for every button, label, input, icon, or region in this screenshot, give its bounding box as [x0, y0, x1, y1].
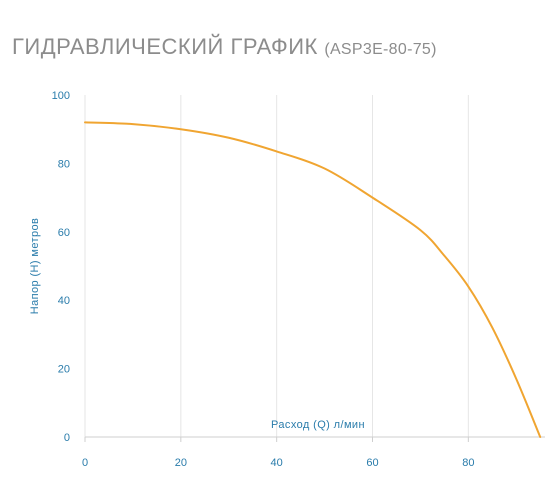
x-tick-label: 0: [82, 457, 88, 469]
chart-title-model: (ASP3E-80-75): [324, 41, 437, 58]
tick-labels: 0 20 40 60 80 0 20 40 60 80 100: [52, 90, 475, 469]
x-tick-label: 80: [462, 457, 474, 469]
y-tick-label: 0: [64, 432, 70, 444]
y-tick-label: 80: [58, 158, 70, 170]
y-tick-label: 40: [58, 295, 70, 307]
x-tick-label: 20: [175, 457, 187, 469]
y-tick-label: 100: [52, 90, 70, 102]
chart-title-main: ГИДРАВЛИЧЕСКИЙ ГРАФИК: [12, 34, 318, 59]
performance-curve: [84, 121, 542, 438]
y-axis-label: Напор (Н) метров: [29, 218, 41, 314]
y-tick-label: 60: [58, 227, 70, 239]
x-axis-label: Расход (Q) л/мин: [271, 419, 365, 431]
grid-lines: [84, 95, 469, 437]
y-tick-label: 20: [58, 364, 70, 376]
chart-title: ГИДРАВЛИЧЕСКИЙ ГРАФИК (ASP3E-80-75): [12, 34, 437, 60]
series-layer: [84, 121, 542, 438]
axes: [84, 436, 545, 442]
x-tick-label: 60: [366, 457, 378, 469]
x-tick-label: 40: [271, 457, 283, 469]
